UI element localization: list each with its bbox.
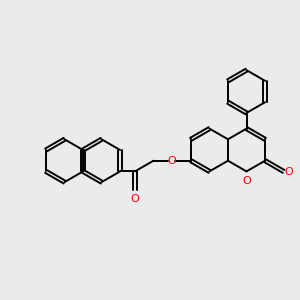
- Text: O: O: [167, 156, 176, 166]
- Text: O: O: [284, 167, 293, 177]
- Text: O: O: [130, 194, 139, 204]
- Text: O: O: [242, 176, 251, 187]
